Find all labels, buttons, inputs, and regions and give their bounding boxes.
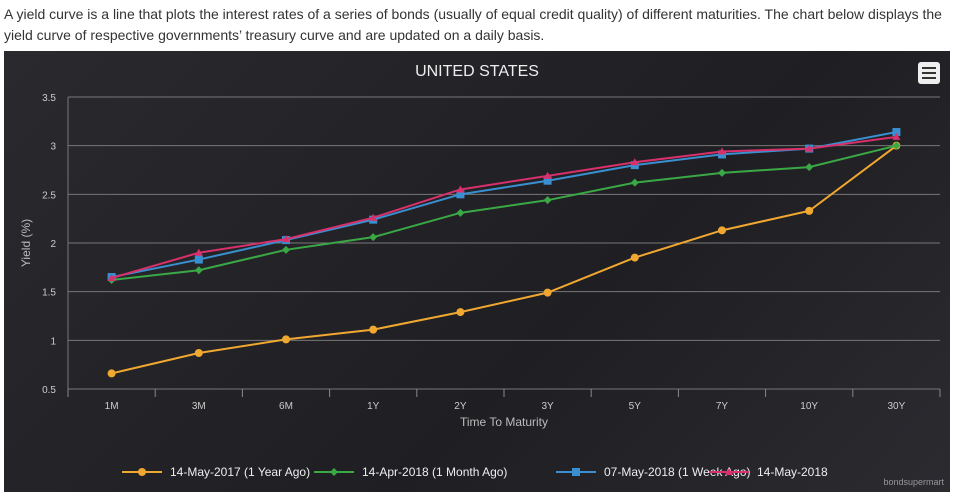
x-tick-label: 6M [279,401,293,412]
y-tick-label: 2.5 [42,190,56,201]
data-point-0 [805,206,814,215]
data-point-2 [456,190,465,199]
hamburger-line [922,72,936,74]
chart-menu-button[interactable] [918,62,940,84]
data-point-3 [456,185,465,193]
legend-label-2: 07-May-2018 (1 Week Ago) [604,465,751,479]
data-point-1 [194,266,203,275]
data-point-0 [194,348,203,357]
series-line-2 [111,131,897,279]
legend-label-0: 14-May-2017 (1 Year Ago) [170,465,310,479]
legend-marker-2 [572,468,580,476]
legend-label-3: 14-May-2018 [757,465,828,479]
intro-text: A yield curve is a line that plots the i… [4,6,942,43]
credit-label: bondsupermart [883,477,944,487]
legend-label-1: 14-Apr-2018 (1 Month Ago) [362,465,507,479]
data-point-3 [892,132,901,140]
data-point-2 [194,255,203,264]
x-tick-label: 10Y [800,401,818,412]
y-tick-label: 1.5 [42,288,56,299]
x-tick-label: 3M [192,401,206,412]
data-point-3 [805,144,814,152]
data-point-2 [892,128,901,137]
data-point-3 [630,158,639,166]
data-point-3 [282,235,290,243]
data-point-1 [630,178,639,187]
y-axis-title: Yield (%) [19,219,33,267]
legend-marker-3 [725,468,733,475]
data-point-2 [543,176,552,185]
x-axis-title: Time To Maturity [460,415,548,429]
y-tick-label: 1 [50,336,56,347]
data-point-1 [282,245,290,254]
data-point-3 [543,171,552,179]
x-tick-label: 30Y [888,401,906,412]
x-tick-label: 5Y [629,401,642,412]
data-point-0 [282,335,290,344]
y-tick-label: 3 [50,142,56,153]
legend-marker-1 [330,468,338,476]
data-point-3 [107,274,116,282]
data-point-0 [630,253,639,262]
hamburger-line [922,77,936,79]
data-point-0 [543,288,552,297]
x-tick-label: 3Y [541,401,554,412]
data-point-3 [718,147,726,155]
data-point-1 [456,208,465,217]
data-point-0 [718,226,726,235]
series-line-0 [111,144,897,375]
data-point-1 [543,196,552,205]
data-point-1 [369,233,378,242]
data-point-1 [892,141,901,150]
data-point-0 [456,308,465,317]
yield-curve-chart: UNITED STATES 0.5 1 1.5 2 2.5 3 3.5 1M 3M 6M 1Y 2Y 3Y… [4,51,950,492]
data-point-1 [718,168,726,177]
y-tick-label: 0.5 [42,385,56,396]
legend-marker-0 [138,468,146,476]
y-tick-label: 2 [50,239,56,250]
x-tick-label: 1M [105,401,119,412]
hamburger-icon [922,67,936,69]
x-tick-label: 1Y [367,401,380,412]
data-point-0 [369,325,378,334]
chart-svg: UNITED STATES 0.5 1 1.5 2 2.5 3 3.5 1M 3M 6M 1Y 2Y 3Y… [19,63,944,487]
chart-title: UNITED STATES [415,63,539,80]
data-point-1 [805,163,814,172]
y-tick-label: 3.5 [42,93,56,104]
data-point-3 [194,248,203,256]
x-tick-label: 2Y [454,401,467,412]
data-point-3 [369,213,378,221]
series-line-1 [111,144,897,281]
series-line-3 [111,135,897,280]
data-point-0 [107,369,116,378]
x-tick-label: 7Y [716,401,729,412]
